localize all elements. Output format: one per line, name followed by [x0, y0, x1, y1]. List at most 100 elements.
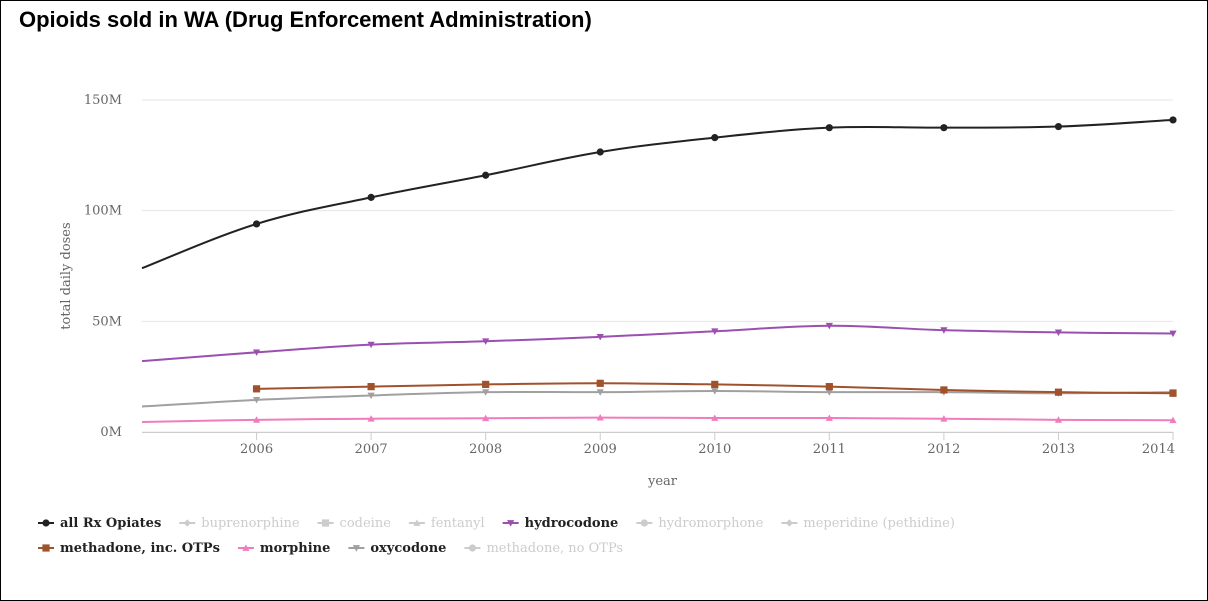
legend-marker-symbol — [42, 519, 50, 527]
series-hydrocodone — [141, 322, 1177, 363]
legend-item-methadone-inc-otps[interactable]: methadone, inc. OTPs — [38, 541, 220, 556]
data-point — [1169, 416, 1177, 424]
legend-item-hydrocodone[interactable]: hydrocodone — [502, 516, 619, 531]
legend-label: meperidine (pethidine) — [803, 516, 955, 531]
data-point — [252, 416, 261, 423]
x-tick-label: 2011 — [813, 442, 846, 457]
x-tick-label: 2006 — [240, 442, 273, 457]
series-all-rx-opiates — [141, 116, 1177, 270]
chart-title: Opioids sold in WA (Drug Enforcement Adm… — [19, 7, 592, 32]
x-tick-label: 2010 — [698, 442, 731, 457]
legend-label: hydromorphone — [658, 516, 763, 531]
legend-marker-symbol — [468, 544, 477, 552]
legend-item-morphine[interactable]: morphine — [237, 541, 330, 556]
legend-item-meperidine-pethidine[interactable]: meperidine (pethidine) — [781, 516, 955, 531]
data-point — [596, 389, 604, 396]
data-point — [940, 124, 948, 132]
legend-label: codeine — [340, 516, 392, 531]
data-point — [711, 380, 719, 389]
x-tick-label: 2012 — [927, 442, 960, 457]
data-point — [367, 341, 375, 349]
legend-label: buprenorphine — [201, 516, 300, 531]
data-point — [482, 171, 490, 179]
x-tick-label: 2008 — [469, 442, 502, 457]
legend-item-hydromorphone[interactable]: hydromorphone — [636, 516, 764, 531]
data-point — [252, 385, 261, 393]
series-line-morphine — [141, 416, 1174, 424]
gridlines — [142, 99, 1173, 433]
legend-label: morphine — [260, 541, 330, 556]
legend-label: methadone, no OTPs — [486, 541, 623, 556]
legend-item-all-rx-opiates[interactable]: all Rx Opiates — [38, 516, 161, 531]
x-tick-label: 2013 — [1042, 442, 1075, 457]
y-axis-title: total daily doses — [59, 222, 74, 329]
series-line-hydrocodone — [141, 324, 1174, 363]
data-point — [596, 333, 604, 341]
data-point — [367, 392, 375, 400]
legend-item-buprenorphine[interactable]: buprenorphine — [179, 516, 300, 531]
x-tick-label: 2009 — [584, 442, 617, 457]
legend-label: methadone, inc. OTPs — [60, 541, 220, 556]
data-point — [1054, 329, 1063, 336]
y-tick-label: 0M — [100, 425, 122, 440]
series-line-oxycodone — [141, 390, 1174, 408]
y-tick-label: 100M — [84, 204, 122, 219]
x-axis-title: year — [647, 474, 678, 489]
legend-marker-symbol — [785, 519, 793, 527]
data-point — [252, 397, 261, 404]
data-point — [711, 328, 719, 335]
data-point — [1054, 388, 1063, 396]
x-axis-ticks: 2006 2007 2008 2009 2010 2011 2012 2013 2014 — [142, 432, 1175, 457]
legend-label: fentanyl — [431, 516, 485, 531]
data-point — [482, 414, 490, 422]
legend-marker-symbol — [640, 519, 648, 527]
data-point — [1054, 416, 1063, 423]
data-point — [367, 383, 375, 391]
data-point — [1169, 389, 1177, 397]
data-point — [825, 389, 833, 396]
data-point — [711, 134, 719, 142]
data-point — [367, 193, 375, 201]
data-point — [482, 338, 490, 345]
data-point — [940, 386, 948, 394]
data-point — [596, 414, 604, 421]
data-point — [711, 414, 719, 421]
data-point — [940, 415, 948, 422]
data-point — [1169, 116, 1177, 124]
legend: all Rx Opiates buprenorphine codeine fentan… — [38, 516, 955, 556]
legend-item-methadone-no-otps[interactable]: methadone, no OTPs — [464, 541, 623, 556]
data-point — [252, 349, 261, 356]
legend-item-fentanyl[interactable]: fentanyl — [408, 516, 485, 531]
data-point — [482, 389, 490, 396]
legend-item-oxycodone[interactable]: oxycodone — [348, 541, 446, 556]
series-morphine — [141, 414, 1177, 424]
legend-marker-symbol — [242, 544, 250, 551]
data-point — [1054, 122, 1063, 131]
data-point — [825, 322, 833, 330]
legend-marker-symbol — [352, 545, 360, 552]
legend-marker-symbol — [413, 519, 421, 526]
series-layer — [141, 116, 1177, 424]
y-axis-ticks: 0M 50M 100M 150M — [84, 93, 122, 440]
legend-marker-symbol — [183, 519, 191, 527]
data-point — [596, 379, 604, 387]
data-point — [825, 383, 833, 391]
data-point — [1169, 330, 1177, 338]
data-point — [482, 380, 490, 389]
y-tick-label: 50M — [92, 314, 122, 329]
legend-marker-symbol — [507, 520, 515, 527]
series-methadone-inc-otps — [252, 379, 1177, 397]
legend-label: all Rx Opiates — [60, 516, 161, 531]
x-tick-label: 2007 — [355, 442, 388, 457]
legend-label: hydrocodone — [525, 516, 619, 531]
y-tick-label: 150M — [84, 93, 122, 108]
legend-marker-symbol — [42, 544, 50, 552]
data-point — [367, 415, 375, 422]
legend-label: oxycodone — [370, 541, 446, 556]
data-point — [825, 414, 833, 421]
x-tick-label: 2014 — [1142, 442, 1175, 457]
legend-item-codeine[interactable]: codeine — [317, 516, 392, 531]
data-point — [825, 124, 833, 132]
data-point — [252, 220, 261, 228]
